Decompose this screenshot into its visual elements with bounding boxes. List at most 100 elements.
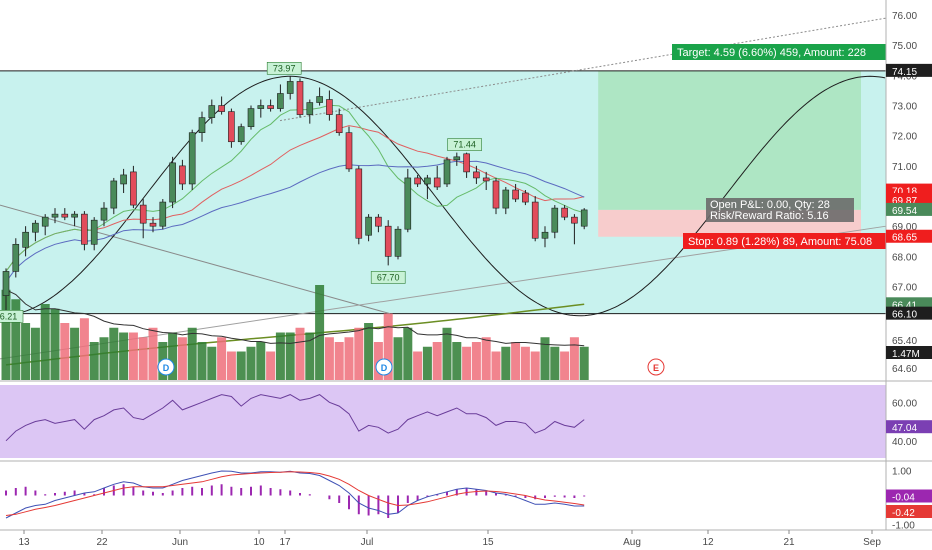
time-tick: 17	[279, 537, 291, 548]
candle	[32, 220, 39, 242]
pnl-label: Open P&L: 0.00, Qty: 28	[710, 199, 830, 211]
candle	[286, 76, 294, 100]
price-tag-box	[886, 192, 932, 206]
candle	[130, 165, 137, 209]
volume-bar	[540, 337, 550, 380]
pnl-box	[706, 198, 854, 222]
low-label: 67.70	[377, 272, 400, 282]
volume-bar	[187, 327, 197, 380]
candle-body	[316, 96, 323, 103]
candle	[492, 177, 500, 215]
candle	[571, 214, 578, 245]
price-tick: 69.00	[892, 222, 917, 233]
price-tag: 66.41	[892, 300, 917, 311]
candle-body	[81, 213, 88, 245]
volume-bar	[315, 285, 325, 380]
volume-bar	[236, 351, 246, 380]
down-trendline	[0, 204, 391, 315]
volume-bar	[246, 346, 256, 380]
candle-body	[100, 207, 108, 221]
time-tick: Aug	[623, 537, 641, 548]
candle-body	[41, 216, 49, 227]
rsi-line	[5, 394, 585, 442]
candle	[51, 208, 59, 224]
volume-bar	[462, 346, 472, 380]
volume-bar	[501, 346, 511, 380]
volume-bar	[344, 337, 354, 380]
volume-bar	[21, 323, 31, 380]
price-tick: 73.00	[892, 102, 917, 113]
volume-bar	[50, 308, 60, 380]
candle	[502, 186, 510, 215]
candle-body	[335, 114, 343, 133]
volume-bar	[40, 304, 50, 380]
candle-body	[345, 132, 353, 170]
candle	[110, 177, 118, 215]
candle	[188, 129, 196, 190]
time-tick: 13	[18, 537, 30, 548]
rsi-tag-box	[886, 420, 932, 434]
candle-body	[228, 111, 235, 143]
volume-bar	[324, 337, 334, 380]
volume-bar	[481, 337, 491, 380]
candle-body	[90, 219, 98, 245]
event-marker: E	[653, 363, 659, 373]
time-tick: 21	[783, 537, 795, 548]
price-tag: 69.87	[892, 196, 917, 207]
candle	[228, 108, 235, 148]
price-tag: 66.10	[892, 310, 917, 321]
volume-bar	[119, 332, 129, 380]
candle	[139, 199, 147, 239]
volume-bar	[275, 332, 285, 380]
candle-body	[179, 165, 186, 185]
volume-bar	[579, 346, 589, 380]
candle-body	[110, 180, 118, 209]
candle-body	[71, 213, 78, 218]
candle-body	[394, 228, 402, 257]
volume-bar	[442, 327, 452, 380]
volume-bar	[99, 337, 109, 380]
candle	[22, 226, 29, 257]
price-tag: 68.65	[892, 233, 917, 244]
candle-body	[306, 102, 314, 115]
macd-hist-tag: -0.04	[892, 493, 915, 504]
time-tick: 12	[702, 537, 714, 548]
volume-bar	[70, 327, 80, 380]
high-label-box	[266, 62, 302, 75]
time-tick: Jul	[361, 537, 374, 548]
price-tick: 75.00	[892, 41, 917, 52]
price-tag-box	[886, 229, 932, 243]
candle-body	[561, 207, 568, 218]
candle	[541, 226, 549, 248]
candle-body	[571, 216, 578, 224]
candle-body	[208, 105, 216, 118]
candle-body	[414, 177, 421, 185]
time-tick: 10	[253, 537, 265, 548]
volume-bar	[491, 351, 501, 380]
price-tick: 74.00	[892, 71, 917, 82]
candle-body	[237, 126, 245, 143]
candle	[394, 226, 402, 260]
volume-bar	[207, 346, 217, 380]
candle-body	[453, 156, 461, 161]
price-tick: 71.00	[892, 162, 917, 173]
macd-signal-line	[5, 471, 585, 516]
price-tag: 70.18	[892, 187, 917, 198]
time-tick: 15	[482, 537, 494, 548]
price-tick: 76.00	[892, 11, 917, 22]
candle-body	[375, 216, 382, 227]
volume-bar	[334, 342, 344, 380]
candle-body	[551, 207, 559, 233]
candle-body	[139, 204, 147, 224]
candle	[218, 96, 225, 115]
volume-bar	[295, 327, 305, 380]
candle	[267, 99, 274, 112]
candle	[198, 111, 206, 142]
high-label: 73.97	[273, 63, 296, 73]
target-label: Target: 4.59 (6.60%) 459, Amount: 228	[677, 47, 866, 59]
price-tag: 74.15	[892, 67, 917, 78]
macd-signal-tag-box	[886, 505, 932, 518]
candle-body	[326, 99, 333, 115]
volume-bar	[305, 332, 315, 380]
